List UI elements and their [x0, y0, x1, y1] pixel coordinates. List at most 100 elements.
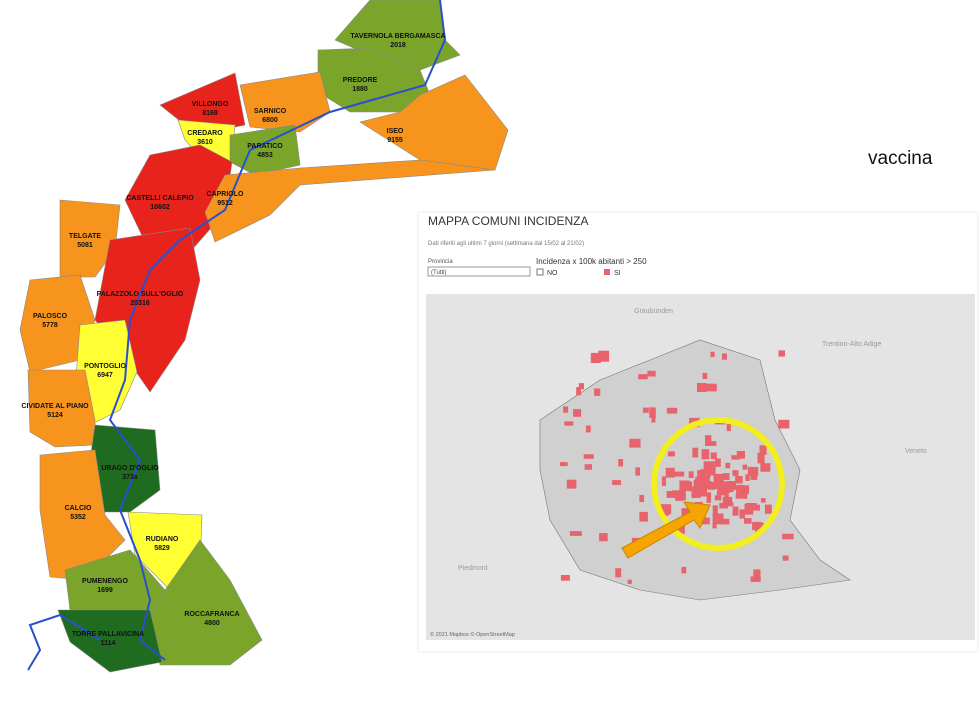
municipality-area [239, 71, 331, 133]
incidence-patch [578, 383, 584, 390]
region-label: Trentino-Alto Adige [822, 341, 881, 348]
municipality-name: ISEO [387, 128, 404, 135]
incidence-patch [564, 421, 574, 426]
incidence-patch [714, 495, 722, 501]
incidence-patch [703, 477, 710, 483]
highlight-circle [651, 417, 785, 551]
municipality-name: TELGATE [69, 233, 101, 240]
incidence-patches [560, 350, 794, 584]
incidence-patch [642, 407, 649, 413]
incidence-patch [731, 455, 740, 460]
legend-title: Incidenza x 100k abitanti > 250 [536, 257, 647, 266]
municipality-name: URAGO D'OGLIO [101, 465, 159, 472]
municipality-population: 2018 [390, 42, 406, 49]
municipality-population: 1880 [352, 86, 368, 93]
legend-swatch-si[interactable] [604, 269, 610, 275]
incidence-patch [719, 502, 728, 509]
incidence-patch [693, 479, 705, 489]
municipality-name: CASTELLI CALEPIO [126, 195, 194, 202]
municipality-population: 4853 [257, 152, 273, 159]
incidence-patch [563, 406, 569, 413]
incidence-patch [667, 451, 675, 457]
incidence-patch [736, 484, 744, 496]
incidence-patch [732, 506, 739, 516]
incidence-patch [778, 350, 785, 357]
municipality-population: 8168 [202, 110, 218, 117]
incidence-patch [697, 470, 702, 481]
municipality-name: CALCIO [65, 505, 92, 512]
incidence-patch [722, 496, 733, 507]
municipality-population: 9155 [387, 137, 403, 144]
incidence-patch [573, 409, 582, 417]
municipality-name: PONTOGLIO [84, 363, 126, 370]
incidence-patch [726, 502, 734, 507]
incidence-patch [744, 518, 752, 524]
municipality-population: 4800 [204, 620, 220, 627]
incidence-patch [599, 533, 608, 542]
incidence-patch [721, 518, 730, 525]
incidence-patch [704, 481, 712, 489]
incidence-patch [701, 469, 707, 475]
municipality-population: 5352 [70, 514, 86, 521]
region-label: Piedmont [458, 565, 488, 572]
region-label: Graubünden [634, 308, 673, 315]
incidence-patch [753, 569, 761, 577]
incidence-patch [736, 451, 745, 459]
incidence-patch [716, 490, 727, 496]
incidence-patch [710, 351, 715, 358]
incidence-patch [698, 486, 707, 497]
dashboard-title: MAPPA COMUNI INCIDENZA [428, 214, 588, 228]
attribution: © 2021 Mapbox © OpenStreetMap [430, 631, 515, 638]
incidence-patch [782, 555, 789, 561]
incidence-patch [760, 498, 766, 503]
incidence-patch [739, 509, 745, 519]
incidence-patch [757, 452, 765, 464]
incidence-patch [639, 511, 648, 522]
municipality-area [59, 199, 121, 278]
incidence-patch [724, 492, 729, 501]
incidence-patch [583, 454, 594, 459]
municipality-name: CIVIDATE AL PIANO [21, 403, 89, 410]
incidence-patch [709, 481, 718, 488]
incidence-patch [598, 350, 610, 362]
municipality-population: 5124 [47, 412, 63, 419]
municipality-name: PUMENENGO [82, 578, 128, 585]
incidence-patch [735, 476, 743, 484]
incidence-patch [615, 568, 622, 578]
incidence-patch [576, 387, 581, 396]
incidence-patch [594, 388, 601, 396]
municipality-name: CAPRIOLO [207, 191, 245, 198]
incidence-patch [635, 467, 640, 476]
incidence-patch [759, 445, 767, 455]
incidence-patch [666, 491, 678, 498]
incidence-patch [726, 481, 737, 490]
incidence-patch [778, 419, 790, 429]
incidence-patch [725, 462, 731, 469]
incidence-patch [750, 576, 761, 582]
legend-swatch-no[interactable] [536, 268, 544, 276]
municipality-population: 3610 [197, 139, 213, 146]
municipality-population: 1114 [101, 640, 116, 647]
municipality-name: VILLONGO [192, 101, 229, 108]
incidence-patch [672, 491, 681, 497]
municipality-population: 5778 [42, 322, 58, 329]
side-label: vaccina [868, 148, 933, 169]
incidence-patch [752, 521, 762, 531]
incidence-patch [649, 407, 656, 418]
incidence-patch [560, 462, 568, 467]
incidence-patch [705, 383, 717, 392]
incidence-patch [722, 353, 727, 360]
arrow [621, 501, 711, 559]
incidence-patch [748, 504, 760, 511]
incidence-patch [705, 441, 717, 446]
incidence-patch [618, 459, 623, 467]
incidence-patch [673, 471, 685, 477]
lombardy-region [539, 339, 851, 601]
incidence-patch [560, 575, 570, 581]
incidence-patch [726, 423, 731, 432]
incidence-patch [744, 503, 754, 515]
filter-dropdown[interactable] [427, 266, 531, 277]
incidence-patch [764, 504, 772, 514]
incidence-patch [706, 492, 712, 503]
